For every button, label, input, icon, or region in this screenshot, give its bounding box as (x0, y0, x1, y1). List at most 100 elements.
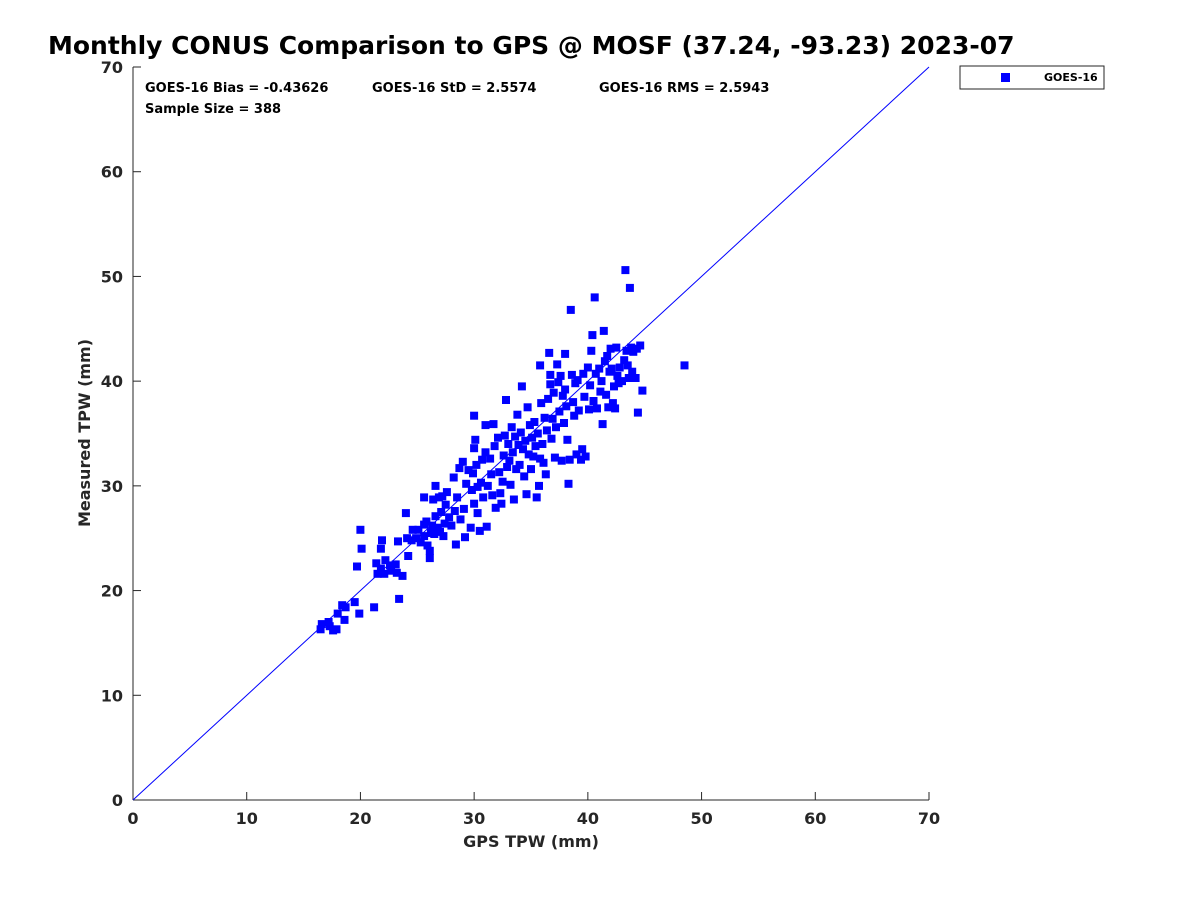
data-point (680, 361, 689, 370)
data-point (512, 465, 521, 474)
data-point (500, 431, 509, 440)
data-point (588, 331, 597, 340)
data-point (633, 408, 642, 417)
data-point (598, 420, 607, 429)
data-point (515, 460, 524, 469)
data-point (631, 374, 640, 382)
data-point (560, 419, 568, 427)
data-point (350, 598, 359, 607)
data-point (436, 527, 444, 536)
data-point (494, 433, 502, 442)
data-point (541, 470, 550, 479)
data-point (425, 554, 434, 563)
data-point (445, 513, 454, 522)
y-tick-label: 50 (101, 267, 123, 286)
data-point (608, 399, 617, 408)
data-point (499, 451, 508, 460)
data-point (595, 364, 604, 373)
data-point (593, 404, 601, 413)
data-point (464, 466, 473, 475)
data-point (386, 561, 394, 570)
data-point (523, 403, 532, 412)
legend: GOES-16 (959, 65, 1105, 90)
data-point (341, 603, 350, 612)
data-point (628, 367, 637, 376)
data-point (602, 390, 611, 399)
data-point (604, 403, 613, 412)
data-point (597, 377, 606, 386)
y-tick-label: 10 (101, 686, 123, 705)
data-point (394, 537, 402, 546)
data-point (357, 544, 366, 553)
data-point (353, 562, 361, 571)
data-point (612, 343, 621, 352)
data-point (502, 396, 510, 404)
data-point (372, 559, 381, 568)
legend-label: GOES-16 (1044, 71, 1098, 84)
data-point (477, 478, 485, 487)
data-point (579, 369, 588, 378)
data-point (539, 458, 548, 467)
y-tick-label: 20 (101, 582, 123, 601)
data-point (567, 370, 576, 379)
data-point (425, 546, 434, 555)
data-point (420, 493, 429, 502)
data-point (497, 499, 506, 508)
data-point (556, 371, 565, 380)
y-tick-label: 30 (101, 477, 123, 496)
data-point (638, 386, 647, 395)
data-point (450, 507, 459, 515)
data-point (545, 348, 554, 357)
data-point (586, 381, 595, 390)
data-point (552, 423, 560, 432)
data-point (636, 341, 645, 350)
data-point (532, 493, 541, 502)
one-to-one-line (132, 66, 930, 801)
rms-stat: GOES-16 RMS = 2.5943 (599, 81, 769, 96)
data-point (440, 519, 449, 528)
data-point (514, 441, 523, 449)
data-point (461, 533, 469, 542)
data-point (466, 523, 475, 532)
data-point (546, 380, 555, 389)
data-point (531, 442, 540, 451)
data-point (456, 515, 465, 524)
data-point (607, 364, 616, 373)
data-point (473, 509, 482, 518)
data-point (508, 448, 517, 457)
data-point (422, 517, 431, 526)
legend-box (959, 65, 1105, 90)
data-point (511, 432, 520, 441)
data-point (538, 440, 547, 448)
data-point (600, 357, 609, 366)
data-point (370, 603, 379, 612)
data-point (610, 382, 618, 391)
data-point (478, 455, 487, 464)
data-point (553, 360, 562, 369)
chart-title: Monthly CONUS Comparison to GPS @ MOSF (… (48, 31, 1015, 60)
data-point (373, 569, 382, 578)
data-point (561, 349, 570, 358)
data-point (423, 541, 432, 550)
data-point (547, 434, 556, 443)
data-point (611, 404, 620, 413)
data-point (455, 464, 464, 473)
data-point (535, 481, 543, 490)
x-tick-label: 50 (690, 809, 712, 828)
data-point (489, 420, 498, 429)
data-point (407, 536, 416, 545)
x-axis-label: GPS TPW (mm) (463, 832, 599, 851)
data-point (469, 469, 477, 478)
data-point (459, 504, 468, 513)
data-point (503, 463, 512, 471)
data-point (591, 369, 600, 378)
data-point (391, 560, 400, 569)
data-point (453, 493, 462, 502)
data-point (473, 482, 482, 491)
data-point (490, 442, 499, 451)
data-point (536, 454, 545, 463)
data-point (622, 346, 631, 355)
data-point (589, 397, 598, 405)
data-point (491, 503, 500, 512)
y-axis-label: Measured TPW (mm) (75, 339, 94, 527)
